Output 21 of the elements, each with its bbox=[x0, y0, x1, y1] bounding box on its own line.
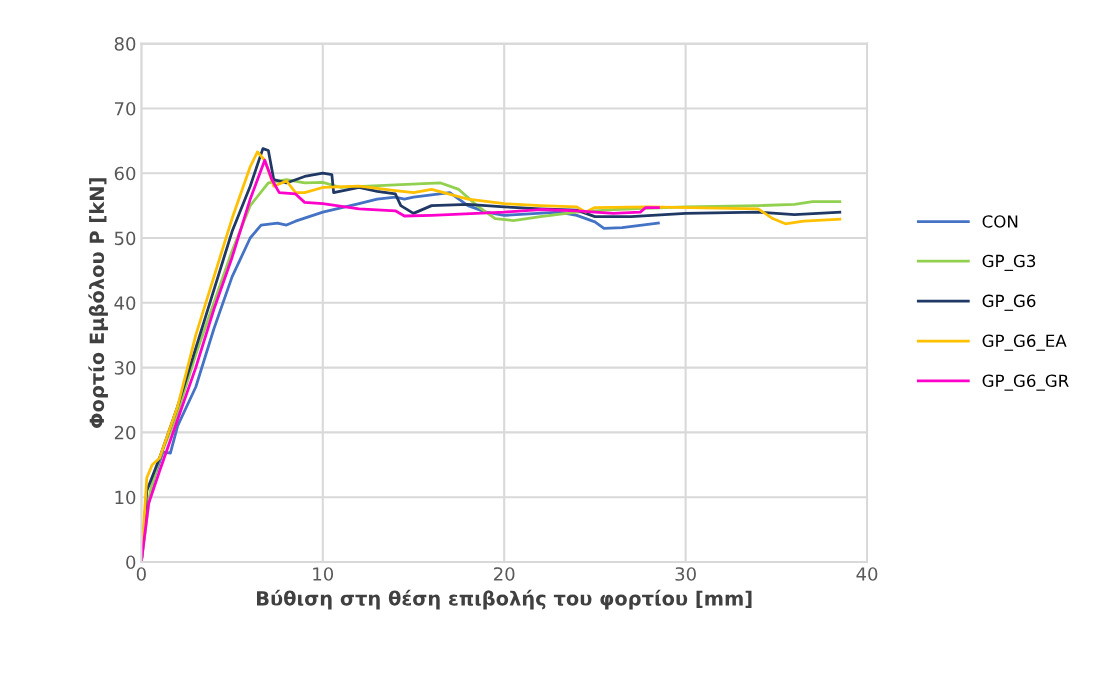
y-tick-label: 50 bbox=[114, 231, 136, 246]
x-tick-label: 0 bbox=[136, 567, 146, 581]
legend-label: CON bbox=[982, 215, 1018, 228]
x-axis-title: Βύθιση στη θέση επιβολής του φορτίου [mm] bbox=[257, 589, 752, 610]
y-tick-label: 20 bbox=[114, 425, 136, 440]
legend-label: GP_G6_GR bbox=[982, 374, 1069, 391]
y-tick-label: 80 bbox=[114, 37, 136, 51]
x-tick-label: 10 bbox=[313, 567, 334, 581]
legend-label: GP_G6_EA bbox=[982, 334, 1067, 351]
y-tick-label: 10 bbox=[115, 490, 136, 505]
x-tick-label: 20 bbox=[494, 567, 515, 581]
legend-label: GP_G6 bbox=[982, 294, 1036, 311]
y-tick-label: 30 bbox=[114, 361, 136, 375]
y-tick-label: 70 bbox=[115, 101, 136, 116]
y-axis-title: Φορτίο Εμβόλου P [kN] bbox=[88, 178, 108, 429]
y-tick-label: 40 bbox=[114, 296, 136, 310]
x-tick-label: 40 bbox=[856, 567, 878, 581]
y-tick-label: 0 bbox=[126, 555, 136, 570]
y-tick-label: 60 bbox=[114, 166, 136, 181]
legend-label: GP_G3 bbox=[982, 254, 1036, 271]
x-tick-label: 30 bbox=[675, 567, 696, 581]
